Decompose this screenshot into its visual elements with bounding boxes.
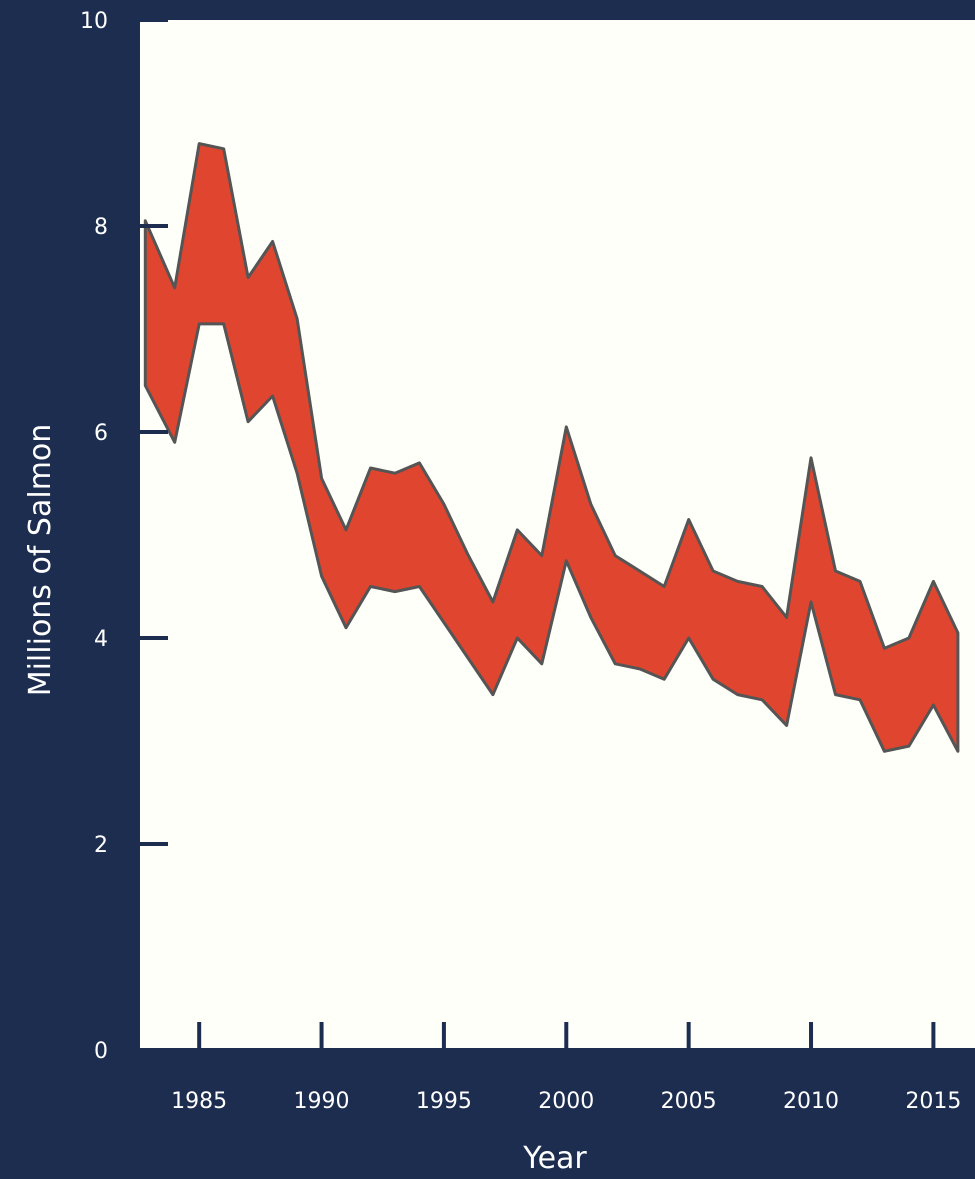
- salmon-range-band: [143, 142, 960, 753]
- x-tick-label: 2005: [661, 1089, 717, 1114]
- x-tick-label: 2000: [538, 1089, 594, 1114]
- x-axis-title: Year: [522, 1141, 587, 1176]
- uncertainty-band-layer: [143, 142, 960, 753]
- y-tick-label: 0: [94, 1039, 108, 1064]
- axes: 0 2 4 6 8 10 1985 1990 1995 2000 2005 2010 2015: [80, 9, 975, 1114]
- x-tick-label: 1990: [294, 1089, 350, 1114]
- x-tick-label: 1995: [416, 1089, 472, 1114]
- x-tick-label: 2015: [905, 1089, 961, 1114]
- y-tick-label: 6: [94, 421, 108, 446]
- x-tick-label: 1985: [171, 1089, 227, 1114]
- y-tick-label: 4: [94, 627, 108, 652]
- y-tick-label: 10: [80, 9, 108, 34]
- y-axis-title: Millions of Salmon: [23, 424, 58, 697]
- y-tick-label: 2: [94, 833, 108, 858]
- y-tick-label: 8: [94, 215, 108, 240]
- x-tick-label: 2010: [783, 1089, 839, 1114]
